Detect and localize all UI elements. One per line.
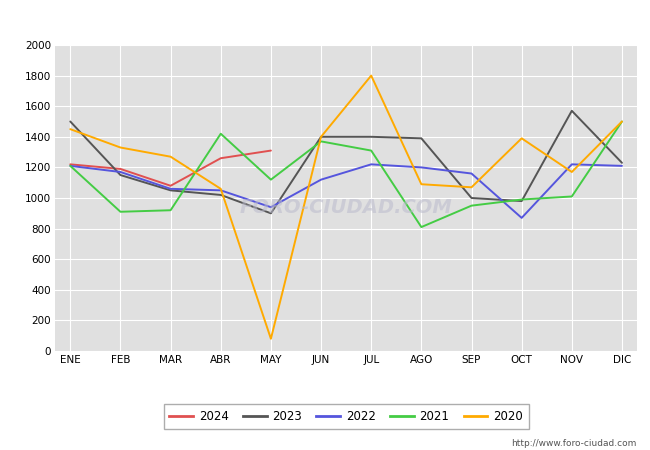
Legend: 2024, 2023, 2022, 2021, 2020: 2024, 2023, 2022, 2021, 2020	[164, 405, 528, 429]
Text: Matriculaciones de Vehiculos en Sevilla: Matriculaciones de Vehiculos en Sevilla	[175, 11, 475, 26]
Text: FORO-CIUDAD.COM: FORO-CIUDAD.COM	[240, 198, 452, 217]
Text: http://www.foro-ciudad.com: http://www.foro-ciudad.com	[512, 439, 637, 448]
